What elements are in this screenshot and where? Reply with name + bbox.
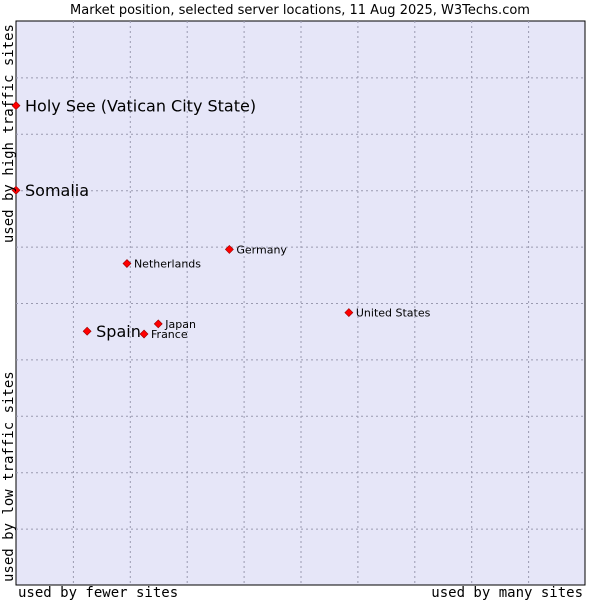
y-axis-label-high: used by high traffic sites (1, 24, 17, 243)
data-point-france[interactable]: France (139, 328, 188, 341)
point-label: France (151, 328, 188, 341)
data-point-japan[interactable]: Japan (153, 318, 196, 331)
data-point-germany[interactable]: Germany (224, 243, 287, 256)
chart-title: Market position, selected server locatio… (70, 3, 530, 18)
point-label: Germany (236, 243, 287, 256)
data-point-netherlands[interactable]: Netherlands (122, 258, 201, 271)
point-label: Netherlands (134, 258, 201, 271)
point-marker (11, 101, 21, 111)
point-label: Somalia (25, 181, 89, 200)
data-points: Holy See (Vatican City State) Somalia Germ… (11, 97, 431, 341)
point-label: Holy See (Vatican City State) (25, 97, 256, 116)
point-marker (11, 185, 21, 195)
point-marker (139, 329, 149, 339)
data-point-spain[interactable]: Spain (82, 322, 141, 341)
data-point-united-states[interactable]: United States (344, 307, 431, 320)
data-point-somalia[interactable]: Somalia (11, 181, 89, 200)
y-axis-label-low: used by low traffic sites (1, 371, 17, 582)
point-marker (82, 326, 92, 336)
point-marker (153, 319, 163, 329)
point-marker (344, 308, 354, 318)
point-marker (122, 259, 132, 268)
point-label: Spain (96, 322, 141, 341)
grid-lines (16, 21, 585, 585)
point-marker (224, 244, 234, 254)
x-axis-label-low: used by fewer sites (18, 585, 178, 600)
point-label: United States (356, 307, 431, 320)
point-label: Japan (164, 318, 196, 331)
data-point-holy-see-vatican-city-state[interactable]: Holy See (Vatican City State) (11, 97, 256, 116)
x-axis-label-high: used by many sites (431, 585, 583, 600)
